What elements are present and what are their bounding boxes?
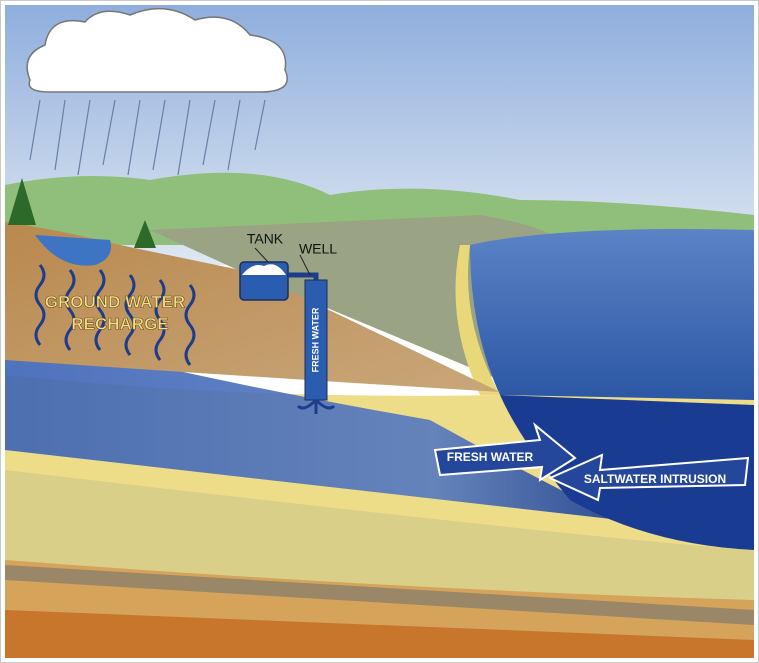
hills xyxy=(5,172,754,245)
farmland xyxy=(150,215,560,380)
well-label: WELL xyxy=(299,241,337,257)
tree xyxy=(134,220,156,248)
tree xyxy=(8,178,36,225)
cloud xyxy=(26,7,288,93)
bedrock xyxy=(5,610,754,658)
well-pipe-label: FRESH WATER xyxy=(310,307,320,372)
tank-label: TANK xyxy=(247,231,284,247)
pond xyxy=(35,235,111,266)
tank-pointer xyxy=(254,247,269,263)
scene xyxy=(5,5,754,658)
well-intake xyxy=(296,398,336,414)
tank-top xyxy=(242,264,286,275)
saltwater-arrow-label: SALTWATER INTRUSION xyxy=(584,472,726,486)
gravel-band xyxy=(5,565,754,625)
recharge-waves xyxy=(34,264,196,366)
clay-layer xyxy=(5,460,754,600)
well-pointer xyxy=(299,254,311,276)
rain xyxy=(29,99,266,176)
recharge-label: GROUND WATER xyxy=(45,292,185,311)
ocean xyxy=(470,229,754,407)
saltwater-arrow xyxy=(547,453,750,502)
fresh-arrow-label: FRESH WATER xyxy=(447,450,534,464)
fresh-water-arrow xyxy=(433,422,577,483)
beach xyxy=(455,245,500,395)
soil xyxy=(5,222,500,392)
recharge-label: RECHARGE xyxy=(71,314,168,333)
